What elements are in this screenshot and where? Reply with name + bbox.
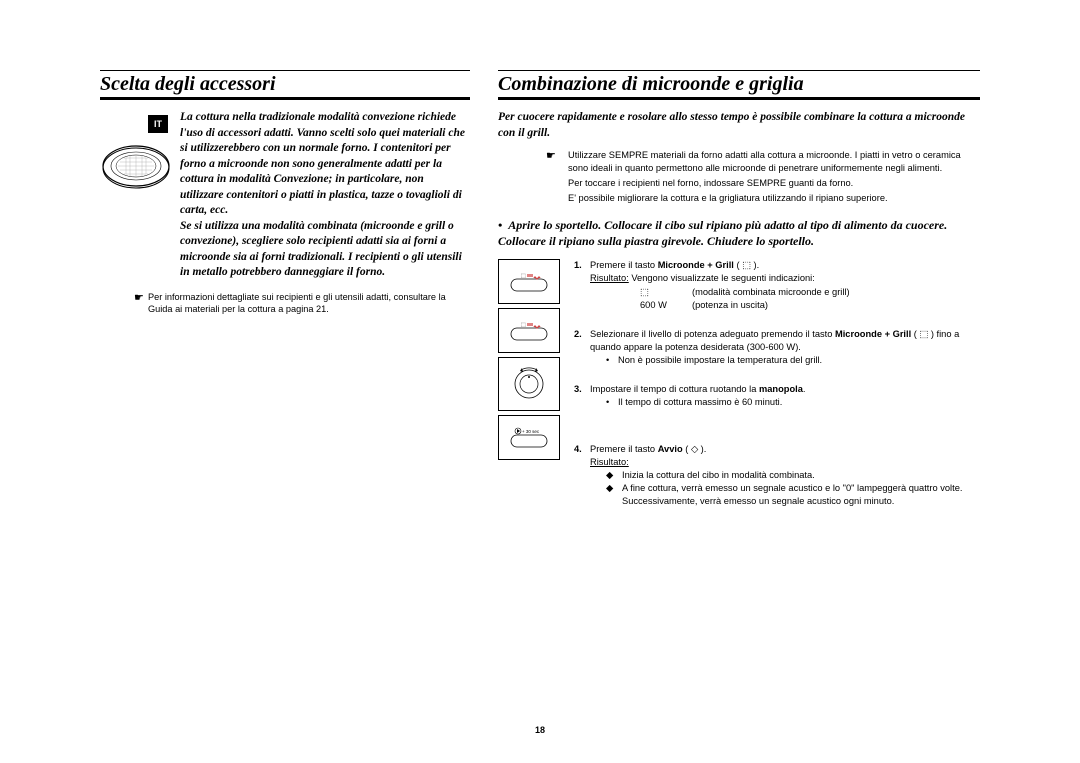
right-note-3: E' possibile migliorare la cottura e la …	[568, 192, 980, 205]
step-bold: Microonde + Grill	[658, 260, 734, 270]
diamond-text: Inizia la cottura del cibo in modalità c…	[622, 469, 815, 482]
step-list: 1. Premere il tasto Microonde + Grill ( …	[574, 259, 980, 523]
step-2: 2. Selezionare il livello di potenza ade…	[574, 328, 980, 367]
step-4: 4. Premere il tasto Avvio ( ◇ ). Risulta…	[574, 443, 980, 508]
step-bold: Avvio	[658, 444, 683, 454]
result-table: ⬚(modalità combinata microonde e grill) …	[640, 286, 980, 312]
step-intro: • Aprire lo sportello. Collocare il cibo…	[498, 217, 980, 249]
right-intro-text: Per cuocere rapidamente e rosolare allo …	[498, 110, 980, 141]
step-1: 1. Premere il tasto Microonde + Grill ( …	[574, 259, 980, 311]
step-number: 3.	[574, 383, 590, 396]
left-note: ☛ Per informazioni dettagliate sui recip…	[100, 291, 470, 316]
step-text: Selezionare il livello di potenza adegua…	[590, 329, 835, 339]
button-icon-mw-grill: ⬚	[498, 259, 560, 304]
steps-block: ⬚ ⬚	[498, 259, 980, 523]
step-number: 2.	[574, 328, 590, 341]
result-label: Risultato:	[590, 273, 629, 283]
pointer-icon: ☛	[134, 291, 148, 316]
pointer-icon: ☛	[546, 149, 560, 207]
right-column: Combinazione di microonde e griglia Per …	[498, 70, 980, 524]
step-3: 3. Impostare il tempo di cottura ruotand…	[574, 383, 980, 409]
svg-text:⬚: ⬚	[521, 273, 526, 279]
step-text: Premere il tasto	[590, 444, 658, 454]
step-icons-column: ⬚ ⬚	[498, 259, 560, 523]
page-number: 18	[0, 725, 1080, 735]
section-title-right: Combinazione di microonde e griglia	[498, 70, 980, 100]
step-text: ).	[751, 260, 759, 270]
left-intro-text: La cottura nella tradizionale modalità c…	[180, 110, 470, 281]
step-text: (	[734, 260, 742, 270]
dial-icon	[498, 357, 560, 411]
step-text: Vengono visualizzate le seguenti indicaz…	[629, 273, 815, 283]
step-text: .	[803, 384, 806, 394]
right-note-2: Per toccare i recipienti nel forno, indo…	[568, 177, 980, 190]
left-intro-block: La cottura nella tradizionale modalità c…	[100, 110, 470, 281]
step-text: (	[683, 444, 691, 454]
step-intro-text: Aprire lo sportello. Collocare il cibo s…	[498, 218, 947, 248]
cell-text: 600 W	[640, 299, 692, 312]
inline-icon: ⬚	[919, 329, 928, 339]
result-label: Risultato:	[590, 457, 629, 467]
lang-badge: IT	[148, 115, 168, 133]
two-column-layout: Scelta degli accessori	[100, 70, 980, 524]
cell-text: (modalità combinata microonde e grill)	[692, 286, 980, 299]
left-note-text: Per informazioni dettagliate sui recipie…	[148, 291, 470, 316]
cell-icon: ⬚	[640, 286, 692, 299]
step-bold: manopola	[759, 384, 803, 394]
start-label: + 30 sec	[522, 429, 540, 434]
sub-bullet-text: Il tempo di cottura massimo è 60 minuti.	[618, 396, 782, 409]
right-note-1: Utilizzare SEMPRE materiali da forno ada…	[568, 149, 980, 175]
accessory-plate-image	[100, 110, 172, 281]
step-text: Premere il tasto	[590, 260, 658, 270]
left-column: Scelta degli accessori	[100, 70, 470, 524]
button-icon-mw-grill-2: ⬚	[498, 308, 560, 353]
manual-page: IT Scelta degli accessori	[0, 0, 1080, 763]
button-icon-start: + 30 sec	[498, 415, 560, 460]
section-title-left: Scelta degli accessori	[100, 70, 470, 100]
step-number: 4.	[574, 443, 590, 456]
cell-text: (potenza in uscita)	[692, 299, 980, 312]
sub-bullet-text: Non è possibile impostare la temperatura…	[618, 354, 822, 367]
svg-text:⬚: ⬚	[521, 322, 526, 328]
step-text: ).	[698, 444, 706, 454]
step-text: Impostare il tempo di cottura ruotando l…	[590, 384, 759, 394]
right-note-block: ☛ Utilizzare SEMPRE materiali da forno a…	[498, 149, 980, 207]
inline-icon: ⬚	[742, 260, 751, 270]
diamond-text: A fine cottura, verrà emesso un segnale …	[622, 482, 980, 508]
result-diamond-list: ◆Inizia la cottura del cibo in modalità …	[606, 469, 980, 508]
step-number: 1.	[574, 259, 590, 272]
step-bold: Microonde + Grill	[835, 329, 911, 339]
